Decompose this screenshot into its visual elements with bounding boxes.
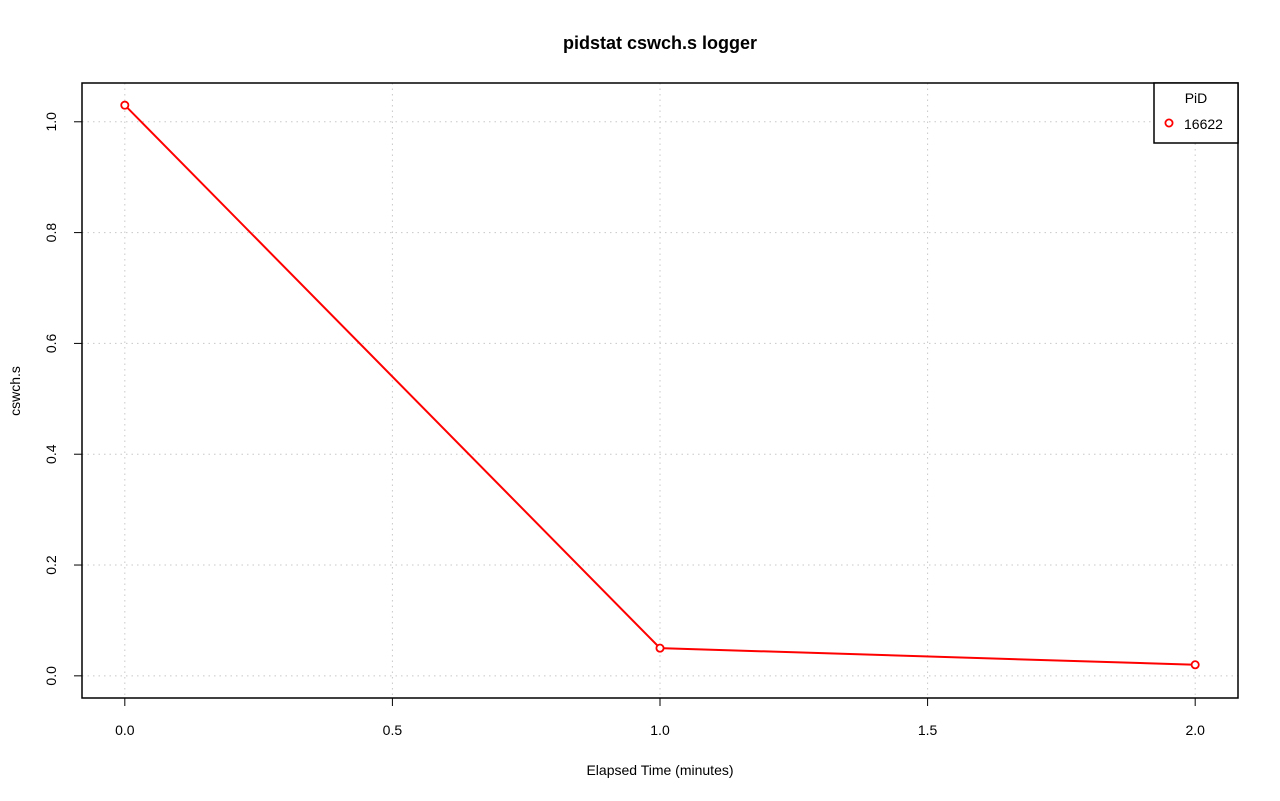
y-tick-label: 0.6 — [43, 333, 59, 353]
legend-marker — [1164, 118, 1174, 128]
x-tick-label: 1.0 — [650, 722, 670, 738]
y-tick-label: 0.0 — [43, 666, 59, 686]
legend: PiD 16622 — [1153, 82, 1239, 144]
y-tick-label: 0.4 — [43, 444, 59, 464]
grid — [82, 83, 1238, 698]
series-layer — [120, 100, 1200, 670]
x-tick-label: 0.0 — [115, 722, 135, 738]
y-tick-label: 1.0 — [43, 112, 59, 132]
chart-title: pidstat cswch.s logger — [563, 33, 757, 53]
data-point — [655, 643, 665, 653]
y-tick-label: 0.8 — [43, 223, 59, 243]
data-point — [120, 100, 130, 110]
legend-title: PiD — [1185, 90, 1208, 106]
x-tick-label: 2.0 — [1185, 722, 1205, 738]
x-tick-label: 0.5 — [383, 722, 403, 738]
series-line — [124, 104, 1196, 666]
y-tick-label: 0.2 — [43, 555, 59, 575]
y-axis-label: cswch.s — [7, 366, 23, 416]
legend-entry-label: 16622 — [1184, 116, 1223, 132]
x-tick-label: 1.5 — [918, 722, 938, 738]
x-axis-label: Elapsed Time (minutes) — [586, 762, 733, 778]
y-axis: 0.0 0.2 0.4 0.6 0.8 1.0 — [43, 112, 82, 686]
x-axis: 0.0 0.5 1.0 1.5 2.0 — [115, 698, 1205, 738]
legend-box — [1153, 82, 1239, 144]
data-point — [1190, 660, 1200, 670]
